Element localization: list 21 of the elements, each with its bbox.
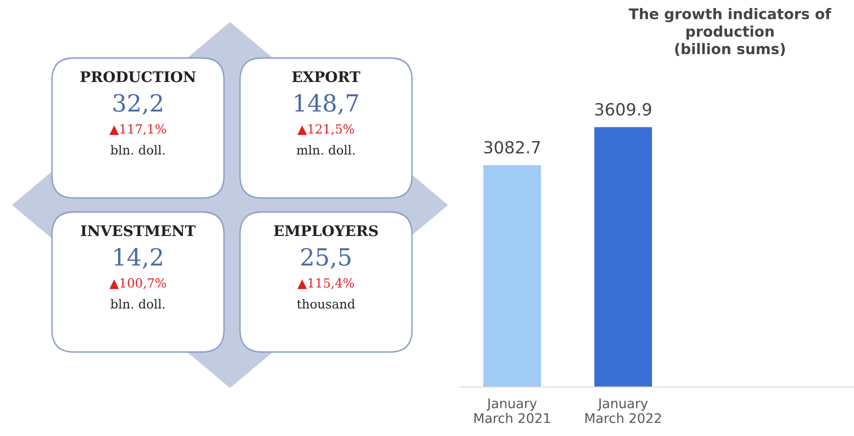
text: bln. doll. <box>110 298 165 309</box>
category-label: PRODUCTION <box>80 71 196 82</box>
text: thousand <box>297 298 355 309</box>
text: 14,2 <box>114 248 162 269</box>
text: The growth indicators of production (billion sums) <box>628 8 832 56</box>
text: ▲121,5% <box>297 124 354 136</box>
text: ▲117,1% <box>109 124 166 136</box>
text: 148,7 <box>295 94 358 115</box>
category-label: EXPORT <box>292 71 360 82</box>
text: 32,2 <box>114 94 162 115</box>
data-label: 3609.9 <box>595 103 652 116</box>
text: mln. doll. <box>296 144 354 155</box>
text: 25,5 <box>301 248 350 269</box>
category-label: EMPLOYERS <box>274 225 378 236</box>
text: ▲100,7% <box>109 278 166 290</box>
x-tick-label: January March 2021 <box>474 398 550 424</box>
text: ▲115,4% <box>297 278 354 290</box>
data-label: 3082.7 <box>484 140 540 154</box>
text: bln. doll. <box>110 144 165 155</box>
x-tick-label: January March 2022 <box>585 398 661 424</box>
category-label: INVESTMENT <box>80 225 196 236</box>
